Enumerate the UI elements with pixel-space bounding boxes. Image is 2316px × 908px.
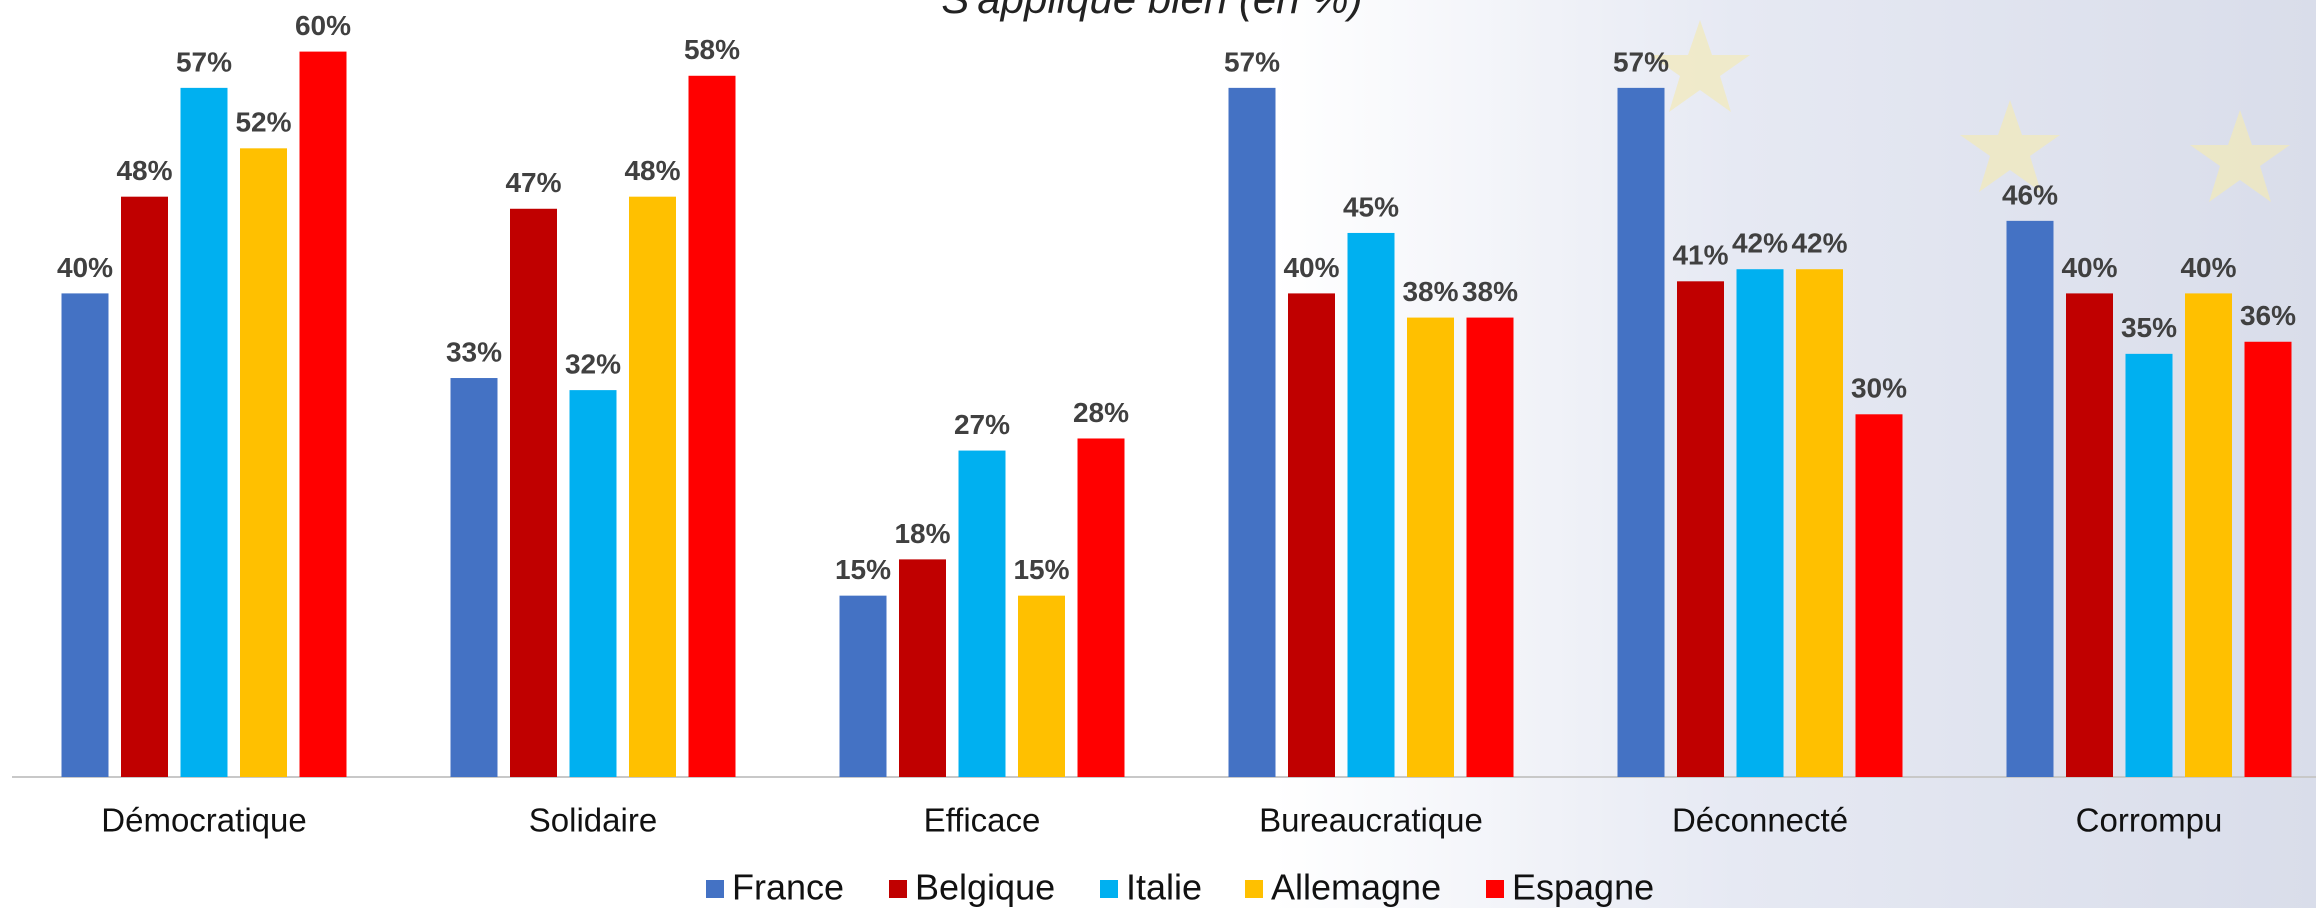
legend-swatch bbox=[1100, 880, 1118, 898]
bar bbox=[1618, 88, 1665, 777]
data-label: 46% bbox=[2002, 179, 2058, 210]
data-label: 30% bbox=[1851, 373, 1907, 404]
legend-swatch bbox=[706, 880, 724, 898]
data-label: 47% bbox=[505, 167, 561, 198]
data-label: 38% bbox=[1402, 276, 1458, 307]
bar bbox=[2066, 293, 2113, 777]
bar bbox=[240, 148, 287, 777]
data-label: 40% bbox=[2180, 252, 2236, 283]
x-tick-label: Bureaucratique bbox=[1259, 802, 1483, 839]
bar bbox=[510, 209, 557, 777]
bar bbox=[1229, 88, 1276, 777]
bar bbox=[2245, 342, 2292, 777]
bar bbox=[1018, 596, 1065, 777]
bar bbox=[959, 451, 1006, 777]
data-label: 58% bbox=[684, 34, 740, 65]
data-label: 40% bbox=[1283, 252, 1339, 283]
bar bbox=[181, 88, 228, 777]
data-label: 35% bbox=[2121, 312, 2177, 343]
bar bbox=[1467, 318, 1514, 777]
bar bbox=[840, 596, 887, 777]
data-label: 15% bbox=[1013, 554, 1069, 585]
data-label: 32% bbox=[565, 349, 621, 380]
bar bbox=[689, 76, 736, 777]
data-label: 52% bbox=[235, 107, 291, 138]
data-label: 57% bbox=[1224, 46, 1280, 77]
x-tick-label: Déconnecté bbox=[1672, 802, 1848, 839]
bar bbox=[629, 197, 676, 777]
data-label: 60% bbox=[295, 10, 351, 41]
bar bbox=[451, 378, 498, 777]
legend-label: Allemagne bbox=[1271, 867, 1441, 908]
legend-label: Italie bbox=[1126, 867, 1202, 908]
data-label: 40% bbox=[57, 252, 113, 283]
bar bbox=[1348, 233, 1395, 777]
data-label: 40% bbox=[2061, 252, 2117, 283]
bar bbox=[1407, 318, 1454, 777]
data-label: 48% bbox=[116, 155, 172, 186]
legend-swatch bbox=[1245, 880, 1263, 898]
legend-swatch bbox=[889, 880, 907, 898]
data-label: 15% bbox=[835, 554, 891, 585]
bar bbox=[121, 197, 168, 777]
bar bbox=[1677, 281, 1724, 777]
data-label: 28% bbox=[1073, 397, 1129, 428]
bar bbox=[1856, 414, 1903, 777]
legend-label: Espagne bbox=[1512, 867, 1654, 908]
legend-label: Belgique bbox=[915, 867, 1055, 908]
chart: S'applique bien (en %) Démocratique 40% 48… bbox=[0, 0, 2316, 908]
bar bbox=[2007, 221, 2054, 777]
x-tick-label: Corrompu bbox=[2076, 802, 2223, 839]
data-label: 42% bbox=[1791, 228, 1847, 259]
data-label: 33% bbox=[446, 336, 502, 367]
data-label: 38% bbox=[1462, 276, 1518, 307]
bar bbox=[570, 390, 617, 777]
x-tick-label: Efficace bbox=[924, 802, 1041, 839]
data-label: 36% bbox=[2240, 300, 2296, 331]
x-tick-label: Démocratique bbox=[101, 802, 306, 839]
chart-title: S'applique bien (en %) bbox=[941, 0, 1362, 22]
bar bbox=[2126, 354, 2173, 777]
bar bbox=[1737, 269, 1784, 777]
x-tick-label: Solidaire bbox=[529, 802, 657, 839]
legend-label: France bbox=[732, 867, 844, 908]
bar bbox=[899, 559, 946, 777]
bar bbox=[300, 52, 347, 777]
data-label: 42% bbox=[1732, 228, 1788, 259]
data-label: 48% bbox=[624, 155, 680, 186]
bar bbox=[1288, 293, 1335, 777]
data-label: 45% bbox=[1343, 191, 1399, 222]
bar bbox=[62, 293, 109, 777]
data-label: 18% bbox=[894, 518, 950, 549]
data-label: 27% bbox=[954, 409, 1010, 440]
data-label: 57% bbox=[1613, 46, 1669, 77]
bar bbox=[2185, 293, 2232, 777]
bar bbox=[1078, 438, 1125, 777]
legend-swatch bbox=[1486, 880, 1504, 898]
data-label: 41% bbox=[1672, 240, 1728, 271]
bar bbox=[1796, 269, 1843, 777]
data-label: 57% bbox=[176, 46, 232, 77]
